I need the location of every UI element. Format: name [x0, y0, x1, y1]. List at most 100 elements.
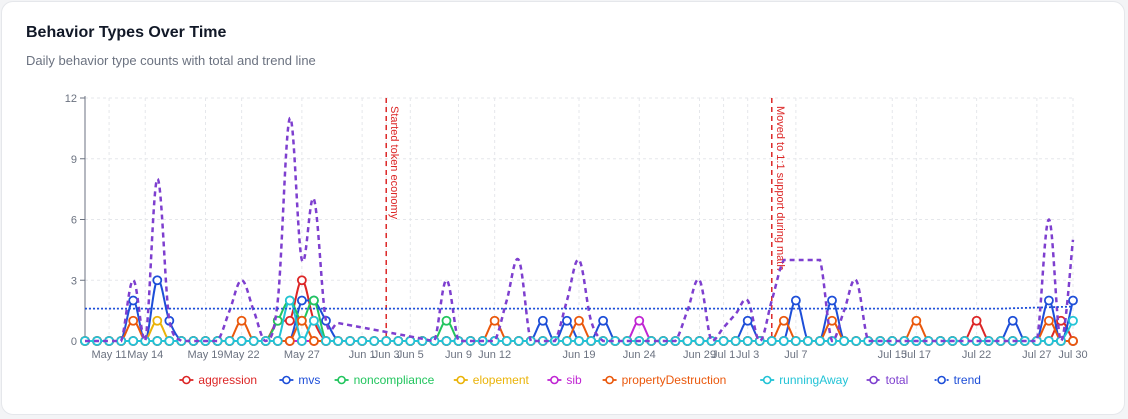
x-tick-label: Jul 1 [712, 349, 735, 361]
data-point-runningAway [790, 336, 801, 346]
x-tick-label: Jun 29 [683, 349, 716, 361]
data-point-propertyDestruction [574, 315, 584, 326]
data-point-propertyDestruction [1044, 315, 1054, 326]
data-point-mvs [152, 275, 163, 286]
data-point-runningAway [766, 336, 777, 346]
legend-item-runningAway: runningAway [760, 373, 848, 387]
data-point-mvs [537, 315, 548, 326]
data-point-runningAway [513, 336, 524, 346]
chart-title: Behavior Types Over Time [26, 24, 227, 41]
x-tick-label: May 11 [91, 349, 126, 361]
data-point-runningAway [1068, 315, 1078, 326]
data-point-propertyDestruction [309, 336, 319, 346]
data-point-elopement [152, 315, 163, 326]
x-tick-label: Jun 24 [623, 349, 656, 361]
legend-label: aggression [198, 373, 257, 387]
data-point-runningAway [333, 336, 343, 346]
legend-label: noncompliance [354, 373, 435, 387]
x-tick-label: Jun 1 [349, 349, 376, 361]
data-point-propertyDestruction [1068, 336, 1078, 346]
data-point-runningAway [393, 336, 404, 346]
data-point-aggression [284, 315, 295, 326]
data-point-runningAway [778, 336, 789, 346]
data-point-runningAway [381, 336, 392, 346]
legend-label: trend [954, 373, 981, 387]
legend-item-aggression: aggression [179, 373, 257, 387]
annotation-label: Started token economy [388, 106, 400, 220]
x-tick-label: Jun 3 [373, 349, 400, 361]
legend-swatch-marker [282, 375, 291, 385]
y-tick-label: 6 [71, 215, 77, 227]
series-trend [85, 305, 1074, 310]
data-point-propertyDestruction [236, 315, 247, 326]
legend-item-noncompliance: noncompliance [334, 373, 435, 387]
y-tick-label: 9 [71, 154, 77, 166]
series-line-trend [85, 305, 1074, 310]
data-point-runningAway [501, 336, 512, 346]
data-point-mvs [790, 295, 801, 306]
data-point-runningAway [694, 336, 705, 346]
data-point-runningAway [272, 336, 283, 346]
data-point-aggression [296, 275, 307, 286]
data-point-runningAway [236, 336, 247, 346]
legend-item-sib: sib [547, 373, 582, 387]
legend-swatch-marker [182, 375, 191, 385]
data-point-mvs [1044, 295, 1054, 306]
data-point-mvs [1007, 315, 1018, 326]
x-tick-label: Jun 12 [478, 349, 511, 361]
x-tick-label: Jul 15 [878, 349, 907, 361]
legend-item-mvs: mvs [279, 373, 320, 387]
data-point-runningAway [284, 295, 295, 306]
legend-label: elopement [473, 373, 530, 387]
series-line-total [84, 116, 1075, 343]
x-tick-label: Jul 17 [902, 349, 931, 361]
x-tick-label: May 14 [127, 349, 163, 361]
data-point-mvs [827, 295, 837, 306]
data-point-runningAway [296, 336, 307, 346]
data-point-runningAway [441, 336, 452, 346]
annotation-layer: Started token economy Moved to 1:1 suppor… [385, 98, 786, 341]
legend-swatch-marker [456, 375, 466, 385]
chart-subtitle: Daily behavior type counts with total an… [26, 53, 316, 68]
series-total [84, 116, 1075, 343]
legend-item-propertyDestruction: propertyDestruction [602, 373, 727, 387]
data-point-runningAway [815, 336, 825, 346]
series-layer [80, 116, 1078, 346]
data-point-propertyDestruction [489, 315, 500, 326]
y-tick-label: 3 [71, 275, 77, 287]
data-point-runningAway [345, 336, 355, 346]
data-point-runningAway [682, 336, 693, 346]
x-tick-label: May 22 [224, 349, 260, 361]
data-point-runningAway [730, 336, 741, 346]
data-point-propertyDestruction [911, 315, 922, 326]
x-tick-label: Jun 19 [562, 349, 595, 361]
x-tick-label: Jul 27 [1022, 349, 1051, 361]
x-tick-label: Jul 3 [736, 349, 759, 361]
data-point-propertyDestruction [284, 336, 295, 346]
legend-swatch-marker [605, 375, 614, 385]
legend-label: propertyDestruction [622, 373, 727, 387]
annotation-label: Moved to 1:1 support during math [774, 106, 786, 270]
data-point-runningAway [586, 336, 596, 346]
legend-swatch-marker [762, 375, 772, 385]
data-point-mvs [296, 295, 307, 306]
legend-layer: aggression mvs noncompliance elopement sib pr… [179, 373, 981, 387]
data-point-runningAway [152, 336, 163, 346]
x-tick-label: Jul 30 [1058, 349, 1087, 361]
data-point-runningAway [803, 336, 813, 346]
data-point-noncompliance [309, 295, 319, 306]
y-tick-label: 12 [65, 93, 77, 105]
data-point-runningAway [1044, 336, 1054, 346]
data-point-sib [634, 315, 645, 326]
data-point-propertyDestruction [296, 315, 307, 326]
data-point-noncompliance [441, 315, 452, 326]
legend-swatch-marker [869, 375, 878, 385]
x-tick-label: Jul 22 [962, 349, 991, 361]
data-point-runningAway [574, 336, 584, 346]
data-point-runningAway [839, 336, 849, 346]
data-point-mvs [598, 315, 608, 326]
data-point-aggression [971, 315, 982, 326]
data-point-runningAway [224, 336, 235, 346]
grid-layer [85, 97, 1074, 342]
